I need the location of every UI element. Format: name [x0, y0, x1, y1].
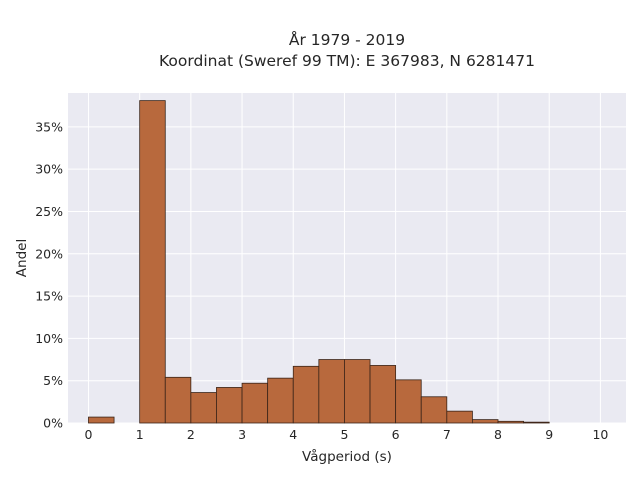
histogram-bar [164, 376, 192, 424]
x-tick-label: 7 [443, 427, 451, 442]
grid-layer [68, 93, 626, 424]
y-tick-label: 35% [35, 119, 63, 134]
x-tick-label: 8 [494, 427, 502, 442]
x-axis-ticks: 0 1 2 3 4 5 6 7 8 9 10 [85, 427, 609, 442]
y-tick-label: 10% [35, 331, 63, 346]
histogram-bar [395, 379, 422, 424]
x-tick-label: 9 [545, 427, 553, 442]
y-tick-label: 5% [43, 373, 63, 388]
x-tick-label: 10 [592, 427, 608, 442]
x-tick-label: 4 [289, 427, 297, 442]
x-tick-label: 0 [85, 427, 93, 442]
histogram-bar [190, 392, 217, 424]
x-tick-label: 2 [187, 427, 195, 442]
x-tick-label: 1 [136, 427, 144, 442]
x-tick-label: 6 [392, 427, 400, 442]
histogram-bar [292, 365, 320, 424]
y-axis-label: Andel [14, 239, 30, 277]
histogram-bar [420, 396, 448, 424]
histogram-bar [523, 421, 550, 424]
chart-title-line2: Koordinat (Sweref 99 TM): E 367983, N 62… [159, 52, 535, 70]
x-tick-label: 3 [238, 427, 246, 442]
x-tick-label: 5 [340, 427, 348, 442]
histogram-bar [497, 420, 525, 424]
histogram-bar [446, 410, 473, 424]
y-tick-label: 25% [35, 204, 63, 219]
y-tick-label: 0% [43, 416, 63, 431]
histogram-bar [344, 359, 371, 424]
histogram-bar [472, 419, 499, 424]
bar-layer [88, 100, 550, 424]
chart-title-line1: År 1979 - 2019 [289, 30, 405, 49]
histogram-bar [216, 387, 243, 424]
histogram-bar [369, 365, 397, 424]
y-tick-label: 30% [35, 162, 63, 177]
histogram-bar [241, 382, 269, 424]
histogram-bar [88, 416, 115, 424]
y-tick-label: 20% [35, 246, 63, 261]
histogram-bar [139, 100, 166, 424]
histogram-bar [267, 377, 294, 424]
y-tick-label: 15% [35, 289, 63, 304]
histogram-bar [318, 359, 345, 424]
x-axis-label: Vågperiod (s) [302, 448, 392, 465]
y-axis-ticks: 0% 5% 10% 15% 20% 25% 30% 35% [35, 119, 63, 430]
